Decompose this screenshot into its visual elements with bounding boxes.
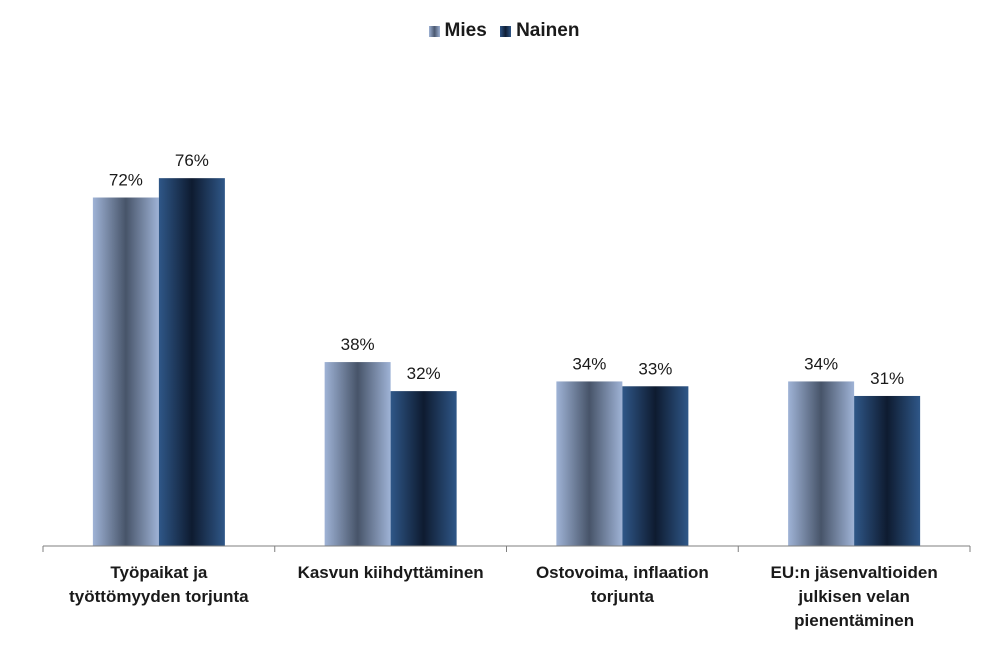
bar-mies-3 (788, 381, 855, 546)
bar-mies-1 (324, 362, 391, 546)
legend: Mies Nainen (0, 20, 1008, 43)
x-axis (42, 545, 971, 552)
category-label-3-line-2: pienentäminen (794, 611, 914, 630)
category-label-2-line-0: Ostovoima, inflaation (536, 563, 709, 582)
bar-nainen-1 (390, 391, 457, 546)
legend-swatch-mies (428, 25, 440, 37)
bars-group (92, 178, 921, 546)
value-label-nainen-1: 32% (407, 364, 441, 383)
value-labels-group: 72% 76% 38% 32% 34% 33% 34% 31% (109, 151, 904, 388)
value-label-mies-3: 34% (804, 354, 838, 373)
value-label-mies-2: 34% (572, 354, 606, 373)
legend-label-nainen: Nainen (516, 20, 580, 41)
bar-nainen-0 (158, 178, 225, 546)
value-label-mies-0: 72% (109, 171, 143, 190)
category-label-1-line-0: Kasvun kiihdyttäminen (298, 563, 484, 582)
category-label-0-line-0: Työpaikat ja (110, 563, 208, 582)
legend-label-mies: Mies (444, 20, 487, 41)
category-labels-group: Työpaikat ja työttömyyden torjunta Kasvun … (69, 563, 938, 630)
value-label-nainen-2: 33% (638, 359, 672, 378)
category-label-3-line-1: julkisen velan (797, 587, 910, 606)
bar-nainen-3 (854, 395, 921, 546)
legend-item-nainen: Nainen (500, 20, 579, 42)
category-label-2-line-1: torjunta (591, 587, 655, 606)
value-label-nainen-3: 31% (870, 369, 904, 388)
value-label-mies-1: 38% (341, 335, 375, 354)
legend-swatch-nainen (500, 25, 512, 37)
category-label-0-line-1: työttömyyden torjunta (69, 587, 249, 606)
category-label-3-line-0: EU:n jäsenvaltioiden (771, 563, 938, 582)
value-label-nainen-0: 76% (175, 151, 209, 170)
bar-mies-0 (92, 197, 159, 546)
bar-mies-2 (556, 381, 623, 546)
legend-item-mies: Mies (428, 20, 487, 42)
bar-nainen-2 (622, 386, 689, 546)
